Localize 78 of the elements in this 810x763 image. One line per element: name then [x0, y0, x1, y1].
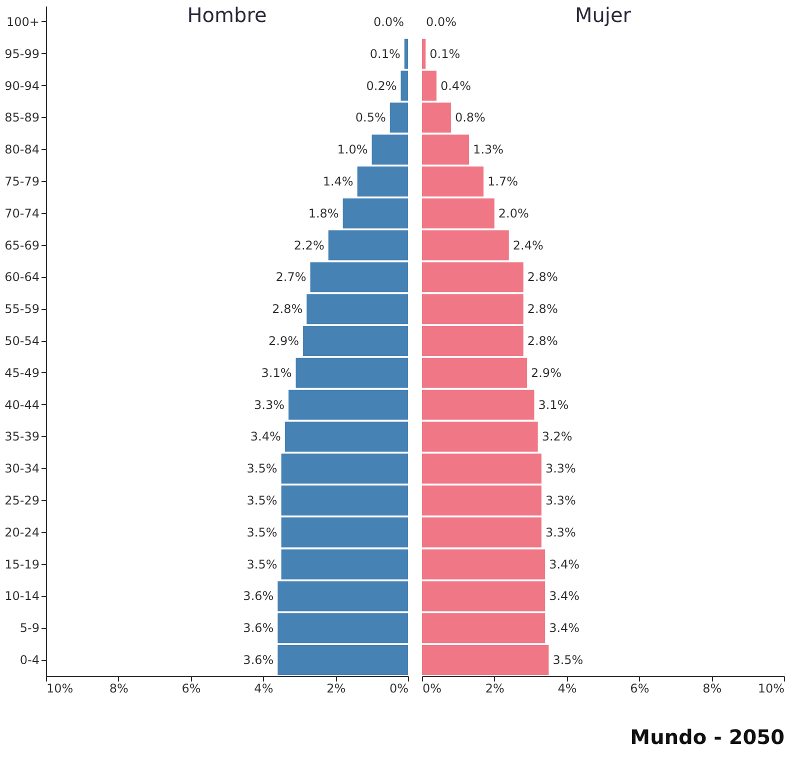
x-tick-label: 8% [702, 682, 722, 696]
data-label: 0.8% [454, 110, 486, 125]
x-tick-label: 2% [326, 682, 346, 696]
data-label: 2.9% [530, 366, 562, 380]
data-label: 2.8% [527, 302, 558, 316]
data-label: 2.9% [268, 334, 300, 348]
data-label: 1.8% [308, 206, 339, 220]
data-label: 2.7% [276, 270, 306, 284]
y-tick-label: 10-14 [4, 589, 40, 604]
y-tick-label: 20-24 [4, 525, 40, 540]
data-label: 3.4% [250, 430, 281, 444]
data-label: 1.7% [488, 174, 518, 188]
y-tick-label: 40-44 [4, 398, 40, 412]
data-label: 1.4% [322, 174, 354, 188]
y-tick-label: 45-49 [4, 366, 40, 380]
x-tick-label: 10% [46, 682, 74, 696]
data-label: 3.5% [246, 494, 278, 508]
data-label: 1.3% [473, 142, 504, 157]
data-label: 3.5% [552, 653, 584, 668]
data-label: 0.0% [426, 14, 456, 29]
data-label: 2.4% [512, 238, 544, 252]
x-tick-label: 10% [758, 682, 784, 696]
data-label: 0.4% [440, 78, 471, 93]
x-tick-label: 2% [485, 682, 504, 696]
y-tick-label: 65-69 [4, 238, 40, 252]
x-tick-label: 0% [389, 682, 408, 696]
x-tick-label: 4% [254, 682, 274, 696]
y-tick-label: 95-99 [4, 46, 40, 61]
data-label: 1.0% [337, 142, 368, 157]
data-label: 3.3% [545, 525, 576, 540]
data-label: 2.0% [498, 206, 529, 220]
y-tick-label: 70-74 [4, 206, 40, 220]
data-label: 3.6% [243, 589, 274, 604]
y-tick-label: 100+ [6, 14, 40, 29]
x-tick-label: 8% [109, 682, 128, 696]
y-tick-label: 50-54 [4, 334, 40, 348]
data-label: 3.2% [542, 430, 572, 444]
y-tick-label: 25-29 [4, 494, 40, 508]
data-label: 2.8% [272, 302, 303, 316]
data-label: 0.5% [355, 110, 386, 125]
data-label: 3.3% [545, 494, 576, 508]
data-label: 3.3% [545, 462, 576, 476]
data-label: 3.6% [243, 653, 274, 668]
data-label: 3.4% [549, 557, 580, 572]
data-label: 3.5% [246, 462, 278, 476]
data-label: 2.8% [527, 270, 558, 284]
data-label: 3.4% [549, 589, 580, 604]
y-tick-label: 35-39 [4, 430, 40, 444]
data-label: 3.5% [246, 557, 278, 572]
data-label: 0.2% [366, 78, 397, 93]
y-tick-label: 85-89 [4, 110, 40, 125]
data-label: 2.8% [527, 334, 558, 348]
y-tick-label: 80-84 [4, 142, 40, 157]
data-label: 3.5% [246, 525, 278, 540]
x-tick-label: 6% [182, 682, 201, 696]
y-tick-label: 5-9 [20, 621, 40, 636]
x-tick-label: 6% [630, 682, 650, 696]
data-label: 0.1% [430, 46, 460, 61]
y-tick-label: 15-19 [4, 557, 40, 572]
y-tick-label: 55-59 [4, 302, 40, 316]
y-tick-label: 60-64 [4, 270, 40, 284]
y-tick-label: 0-4 [20, 653, 40, 668]
text: Hombre [187, 3, 267, 27]
data-label: 3.1% [261, 366, 292, 380]
data-label: 3.3% [254, 398, 285, 412]
x-tick-label: 0% [422, 682, 442, 696]
data-label: 3.1% [538, 398, 569, 412]
text: Mundo - 2050 [630, 725, 784, 749]
y-tick-label: 90-94 [4, 78, 40, 93]
data-label: 0.0% [374, 14, 404, 29]
y-tick-label: 30-34 [4, 462, 40, 476]
data-label: 0.1% [370, 46, 400, 61]
text: Mujer [574, 3, 632, 27]
data-label: 3.6% [243, 621, 274, 636]
data-label: 3.4% [549, 621, 580, 636]
data-label: 2.2% [294, 238, 324, 252]
y-tick-label: 75-79 [4, 174, 40, 188]
x-tick-label: 4% [558, 682, 577, 696]
